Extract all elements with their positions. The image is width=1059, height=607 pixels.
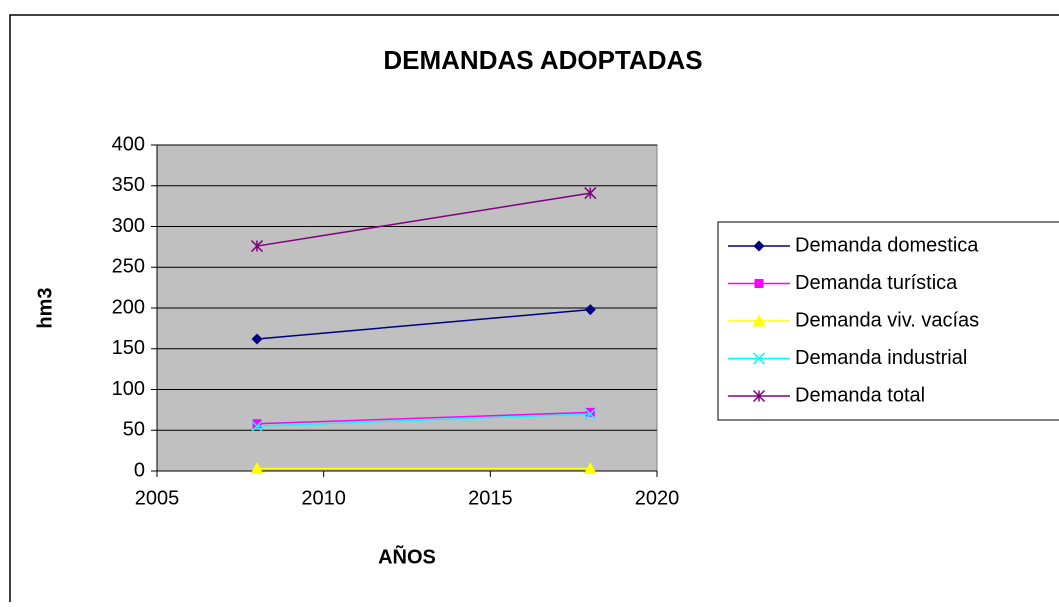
marker	[584, 407, 597, 420]
legend-label: Demanda industrial	[795, 347, 967, 369]
marker	[585, 407, 595, 417]
line	[256, 413, 591, 427]
marker	[583, 462, 597, 475]
marker	[251, 333, 263, 345]
y-tick-label: 250	[112, 256, 145, 278]
line	[256, 192, 591, 247]
marker	[250, 462, 264, 475]
y-tick-label: 50	[123, 419, 145, 441]
y-tick-label: 200	[112, 296, 145, 318]
y-tick-label: 300	[112, 215, 145, 237]
marker	[584, 187, 597, 200]
legend-marker	[753, 240, 765, 252]
x-tick-label: 2020	[635, 487, 680, 509]
marker	[250, 420, 264, 433]
legend-marker	[752, 352, 766, 365]
legend-marker	[754, 279, 764, 288]
y-tick-label: 150	[112, 337, 145, 359]
marker	[584, 304, 596, 316]
x-tick-label: 2015	[468, 487, 513, 509]
legend-label: Demanda viv. vacías	[795, 309, 979, 331]
line	[256, 411, 591, 425]
y-tick-label: 0	[134, 459, 145, 481]
chart-title: DEMANDAS ADOPTADAS	[383, 45, 702, 75]
y-tick-label: 350	[112, 174, 145, 196]
line	[256, 308, 591, 340]
x-axis-label: AÑOS	[378, 545, 436, 568]
y-tick-label: 100	[112, 378, 145, 400]
y-tick-label: 400	[112, 133, 145, 155]
x-tick-label: 2010	[301, 487, 346, 509]
legend-label: Demanda total	[795, 384, 925, 406]
legend-label: Demanda domestica	[795, 234, 979, 256]
marker	[250, 240, 264, 253]
legend-marker	[752, 389, 766, 403]
marker	[252, 419, 262, 429]
y-axis-label: hm3	[34, 287, 56, 328]
legend-marker	[752, 314, 766, 327]
legend-label: Demanda turística	[795, 272, 958, 294]
x-tick-label: 2005	[135, 487, 180, 509]
